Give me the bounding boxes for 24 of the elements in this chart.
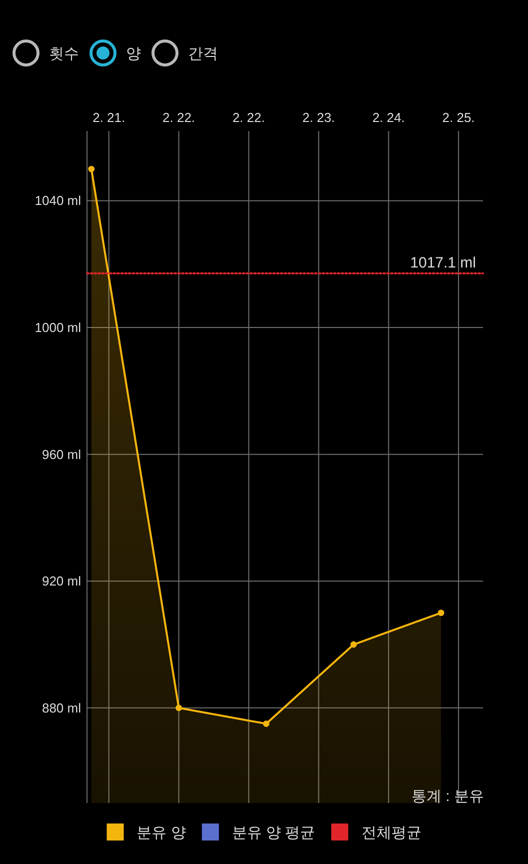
point [88,166,95,172]
x-tick-label: 2. 22. [232,110,265,125]
legend-label: 전체평균 [361,824,422,842]
y-tick-label: 880 ml [42,700,82,716]
point [263,720,270,727]
y-tick-label: 920 ml [42,574,82,589]
y-tick-label: 1000 ml [34,320,82,336]
annotation: 통계 : 분유 [411,788,484,805]
text: 간격 [188,46,218,62]
x-tick-label: 2. 24. [372,110,405,125]
y-tick-label: 1040 ml [34,193,82,208]
point [438,610,444,616]
x-tick-label: 2. 21. [92,110,126,125]
x-tick-label: 2. 25. [442,110,475,125]
legend-label: 분유 양 [136,824,186,842]
annotation: 1017.1 ml [410,254,476,272]
x-tick-label: 2. 23. [302,110,335,125]
point [176,704,182,712]
point [350,641,357,648]
text: 양 [126,46,141,62]
y-tick-label: 960 ml [42,446,82,462]
text: 횟수 [49,46,79,62]
x-tick-label: 2. 22. [162,110,196,125]
legend-label: 분유 양 평균 [232,824,316,842]
